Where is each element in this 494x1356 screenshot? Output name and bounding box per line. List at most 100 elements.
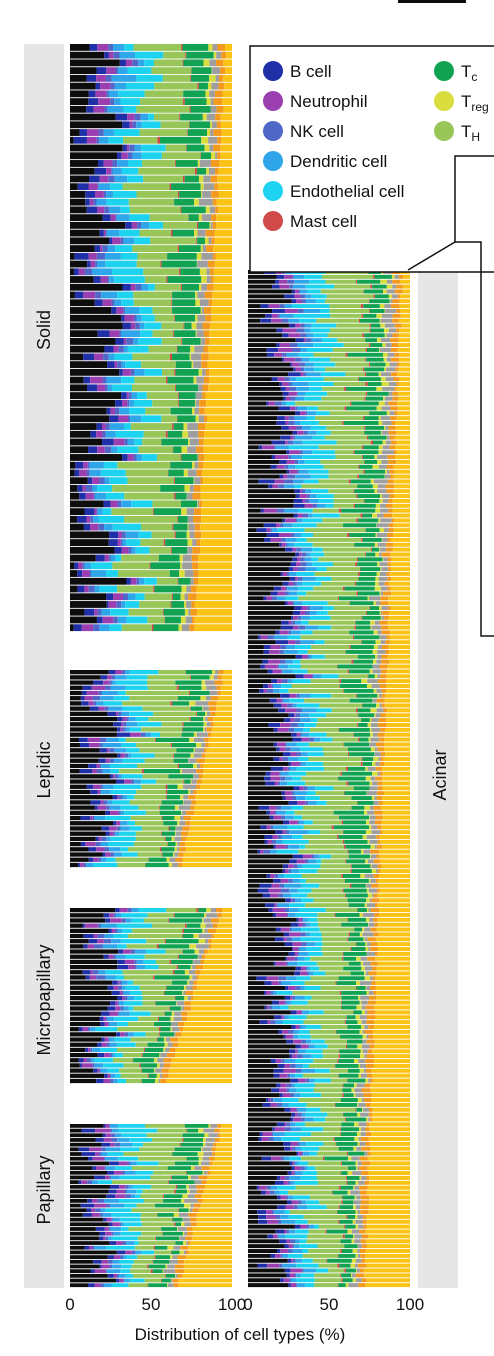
bar-segment xyxy=(115,554,122,562)
bar-segment xyxy=(276,421,286,425)
bar-segment xyxy=(285,518,296,523)
bar-segment xyxy=(152,508,154,516)
bar-segment xyxy=(207,716,214,722)
bar-segment xyxy=(368,1171,410,1176)
bar-segment xyxy=(223,670,232,675)
bar-segment xyxy=(115,113,128,121)
bar-segment xyxy=(285,596,299,601)
bar-segment xyxy=(362,615,381,620)
bar-segment xyxy=(306,1039,312,1044)
bar-segment xyxy=(125,601,140,608)
bar-segment xyxy=(331,825,334,830)
bar-segment xyxy=(380,713,386,718)
bar-segment xyxy=(128,546,132,554)
bar-segment xyxy=(70,523,84,531)
bar-segment xyxy=(221,913,232,918)
bar-segment xyxy=(213,716,232,722)
bar-segment xyxy=(248,1122,277,1127)
bar-segment xyxy=(282,864,289,869)
bar-segment xyxy=(120,821,121,826)
bar-segment xyxy=(370,1088,410,1093)
bar-segment xyxy=(157,1063,160,1068)
bar-segment xyxy=(382,445,390,450)
bar-segment xyxy=(170,1027,172,1032)
bar-segment xyxy=(90,800,101,805)
bar-segment xyxy=(354,581,357,586)
bar-segment xyxy=(300,640,315,645)
bar-segment xyxy=(394,289,403,294)
bar-segment xyxy=(91,1058,95,1063)
bar-segment xyxy=(297,343,314,348)
bar-segment xyxy=(298,917,302,922)
bar-segment xyxy=(289,1161,293,1166)
bar-segment xyxy=(120,206,130,214)
bar-segment xyxy=(117,539,121,546)
bar-segment xyxy=(303,854,312,859)
bar-segment xyxy=(289,571,297,576)
bar-segment xyxy=(293,786,300,791)
bar-segment xyxy=(120,847,129,852)
bar-segment xyxy=(123,105,137,113)
bar-segment xyxy=(70,322,123,330)
bar-segment xyxy=(166,1052,176,1058)
bar-segment xyxy=(256,1185,259,1190)
bar-segment xyxy=(178,1213,189,1217)
bar-segment xyxy=(93,701,97,706)
bar-segment xyxy=(198,368,203,376)
bar-segment xyxy=(194,1166,202,1170)
bar-segment xyxy=(292,581,297,586)
bar-segment xyxy=(222,680,232,685)
bar-segment xyxy=(382,776,410,781)
bar-segment xyxy=(323,1054,339,1059)
bar-segment xyxy=(174,1161,199,1166)
bar-segment xyxy=(102,299,112,307)
bar-segment xyxy=(210,711,216,716)
bar-segment xyxy=(112,562,150,570)
bar-segment xyxy=(122,706,143,711)
bar-segment xyxy=(213,1142,217,1147)
bar-segment xyxy=(342,1112,344,1117)
bar-segment xyxy=(183,852,232,857)
bar-segment xyxy=(288,800,298,805)
bar-area: SolidLepidicMicropapillaryPapillaryAcina… xyxy=(34,44,450,1288)
bar-segment xyxy=(165,939,199,944)
bar-segment xyxy=(180,283,183,291)
bar-segment xyxy=(296,1107,299,1112)
bar-segment xyxy=(300,562,307,567)
bar-segment xyxy=(170,1175,172,1180)
bar-segment xyxy=(310,615,331,620)
bar-segment xyxy=(341,508,376,513)
bar-segment xyxy=(70,1241,110,1245)
bar-segment xyxy=(309,1029,336,1034)
bar-segment xyxy=(70,841,81,847)
bar-segment xyxy=(291,1024,296,1029)
bar-segment xyxy=(202,322,211,330)
bar-segment xyxy=(298,1049,306,1054)
bar-segment xyxy=(205,923,213,928)
bar-segment xyxy=(171,1175,188,1180)
bar-segment xyxy=(318,557,357,562)
bar-segment xyxy=(119,51,136,59)
bar-segment xyxy=(107,1152,124,1156)
bar-segment xyxy=(93,624,100,632)
bar-segment xyxy=(179,570,185,577)
bar-segment xyxy=(389,445,396,450)
bar-segment xyxy=(299,318,317,323)
bar-segment xyxy=(268,722,281,727)
bar-segment xyxy=(117,727,121,732)
bar-segment xyxy=(304,328,311,333)
bar-segment xyxy=(199,399,207,407)
bar-segment xyxy=(362,537,382,542)
bar-segment xyxy=(70,939,89,944)
bar-segment xyxy=(283,479,294,484)
bar-segment xyxy=(195,314,198,322)
bar-segment xyxy=(167,789,189,795)
bar-segment xyxy=(343,956,357,961)
bar-segment xyxy=(285,1175,290,1180)
bar-segment xyxy=(112,1217,120,1222)
bar-segment xyxy=(347,1190,351,1195)
bar-segment xyxy=(393,484,410,489)
bar-segment xyxy=(274,445,276,450)
bar-segment xyxy=(305,844,345,849)
bar-segment xyxy=(306,591,357,596)
